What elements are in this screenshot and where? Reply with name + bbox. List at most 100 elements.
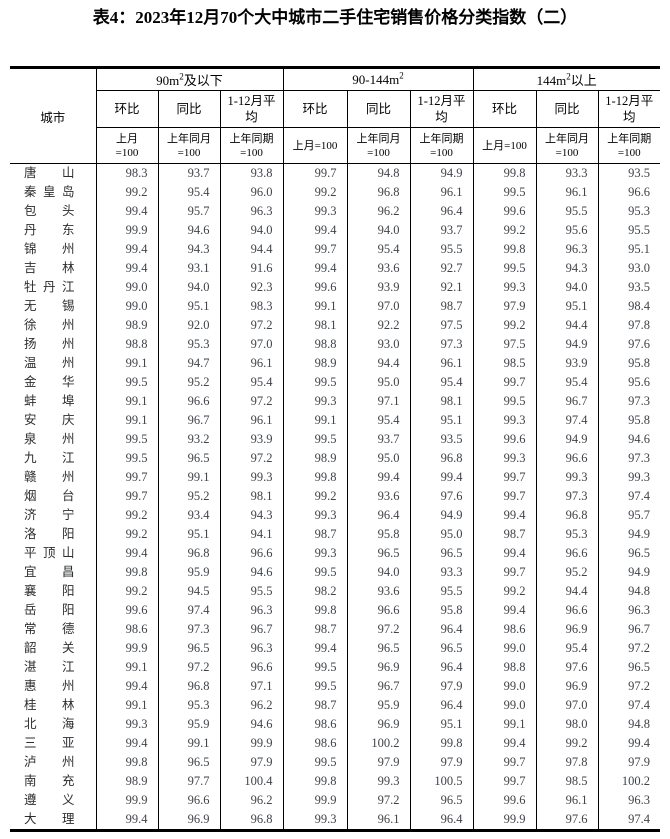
index-value-cell: 99.1 [95,392,158,411]
index-value-cell: 94.0 [219,221,283,240]
group-name-text: 90-144m [352,71,400,87]
index-value-cell: 99.0 [472,677,536,696]
index-value-cell: 97.0 [219,335,283,354]
index-value-cell: 98.6 [282,715,347,734]
base-yoy-g3: 上年同月 =100 [535,127,598,164]
index-value-cell: 98.7 [409,297,473,316]
index-value-cell: 96.4 [409,202,473,221]
table-row: 宜昌 99.8 95.9 94.6 99.5 94.0 93.3 99.7 95.2 94.9 [10,563,660,582]
index-value-cell: 96.4 [409,620,473,639]
group-header-90-and-below: 90m2及以下 [95,67,283,91]
index-value-cell: 95.7 [597,506,660,525]
base-avg-g3: 上年同期 =100 [597,127,660,164]
index-value-cell: 97.9 [346,753,410,772]
index-value-cell: 99.2 [472,221,536,240]
index-value-cell: 99.1 [282,297,347,316]
index-value-cell: 99.2 [282,487,347,506]
city-cell: 金华 [24,375,75,389]
index-value-cell: 99.3 [282,202,347,221]
index-value-cell: 98.7 [282,620,347,639]
index-value-cell: 95.3 [157,335,220,354]
index-value-cell: 99.5 [472,259,536,278]
index-value-cell: 96.7 [346,677,410,696]
index-value-cell: 96.7 [535,392,598,411]
table-row: 洛阳 99.2 95.1 94.1 98.7 95.8 95.0 98.7 95.3 94.9 [10,525,660,544]
index-value-cell: 99.9 [95,791,158,810]
index-value-cell: 100.2 [346,734,410,753]
index-value-cell: 99.6 [95,601,158,620]
index-value-cell: 98.5 [472,354,536,373]
index-value-cell: 99.4 [409,468,473,487]
index-value-cell: 99.4 [472,601,536,620]
index-value-cell: 93.7 [409,221,473,240]
index-value-cell: 94.8 [597,715,660,734]
index-value-cell: 97.4 [157,601,220,620]
index-value-cell: 96.8 [157,677,220,696]
index-value-cell: 96.3 [597,601,660,620]
index-value-cell: 99.2 [535,734,598,753]
index-value-cell: 98.9 [282,354,347,373]
table-row: 岳阳 99.6 97.4 96.3 99.8 96.6 95.8 99.4 96.6 96.3 [10,601,660,620]
index-value-cell: 99.5 [282,430,347,449]
index-value-cell: 93.5 [409,430,473,449]
index-value-cell: 99.4 [472,506,536,525]
index-value-cell: 99.4 [95,202,158,221]
index-value-cell: 97.2 [597,677,660,696]
index-value-cell: 94.0 [535,278,598,297]
index-value-cell: 95.5 [535,202,598,221]
index-value-cell: 99.7 [472,753,536,772]
index-value-cell: 97.6 [535,658,598,677]
index-value-cell: 98.8 [472,658,536,677]
index-value-cell: 96.3 [597,791,660,810]
document-page: 表4：2023年12月70个大中城市二手住宅销售价格分类指数（二） 城市 90m… [0,7,670,832]
index-value-cell: 99.1 [282,411,347,430]
index-value-cell: 97.0 [346,297,410,316]
index-value-cell: 98.3 [219,297,283,316]
index-value-cell: 99.8 [282,772,347,791]
index-value-cell: 99.7 [472,468,536,487]
index-value-cell: 96.5 [409,639,473,658]
index-value-cell: 97.6 [409,487,473,506]
index-value-cell: 93.6 [346,259,410,278]
index-value-cell: 94.9 [597,563,660,582]
index-value-cell: 98.1 [409,392,473,411]
index-value-cell: 93.5 [597,163,660,183]
header-yoy-g3: 同比 [535,90,598,128]
index-value-cell: 96.9 [346,715,410,734]
index-value-cell: 97.1 [219,677,283,696]
table-row: 湛江 99.1 97.2 96.6 99.5 96.9 96.4 98.8 97.6 96.5 [10,658,660,677]
header-mom-g2: 环比 [282,90,347,128]
index-value-cell: 92.2 [346,316,410,335]
index-value-cell: 95.8 [346,525,410,544]
city-cell: 北海 [24,717,75,731]
index-value-cell: 96.5 [346,544,410,563]
index-value-cell: 99.7 [95,468,158,487]
index-value-cell: 99.2 [472,582,536,601]
index-value-cell: 95.6 [535,221,598,240]
base-mom-g1: 上月 =100 [95,127,158,164]
index-value-cell: 95.8 [409,601,473,620]
index-value-cell: 97.5 [472,335,536,354]
index-value-cell: 99.2 [95,582,158,601]
city-cell: 吉林 [24,261,75,275]
index-value-cell: 96.6 [535,601,598,620]
city-cell: 秦皇岛 [24,185,75,199]
index-value-cell: 96.1 [219,411,283,430]
index-value-cell: 99.4 [282,221,347,240]
city-cell: 丹东 [24,223,75,237]
city-cell: 锦州 [24,242,75,256]
base-yoy-g2: 上年同月 =100 [346,127,410,164]
index-value-cell: 96.6 [597,183,660,202]
index-value-cell: 97.3 [535,487,598,506]
index-value-cell: 96.5 [409,791,473,810]
index-value-cell: 95.7 [157,202,220,221]
index-value-cell: 99.0 [472,696,536,715]
index-value-cell: 95.1 [409,715,473,734]
index-value-cell: 97.5 [409,316,473,335]
index-value-cell: 99.4 [472,544,536,563]
index-value-cell: 95.3 [157,696,220,715]
index-value-cell: 96.1 [219,354,283,373]
index-value-cell: 94.6 [597,430,660,449]
header-mom-g1: 环比 [95,90,158,128]
city-cell: 平顶山 [24,546,75,560]
